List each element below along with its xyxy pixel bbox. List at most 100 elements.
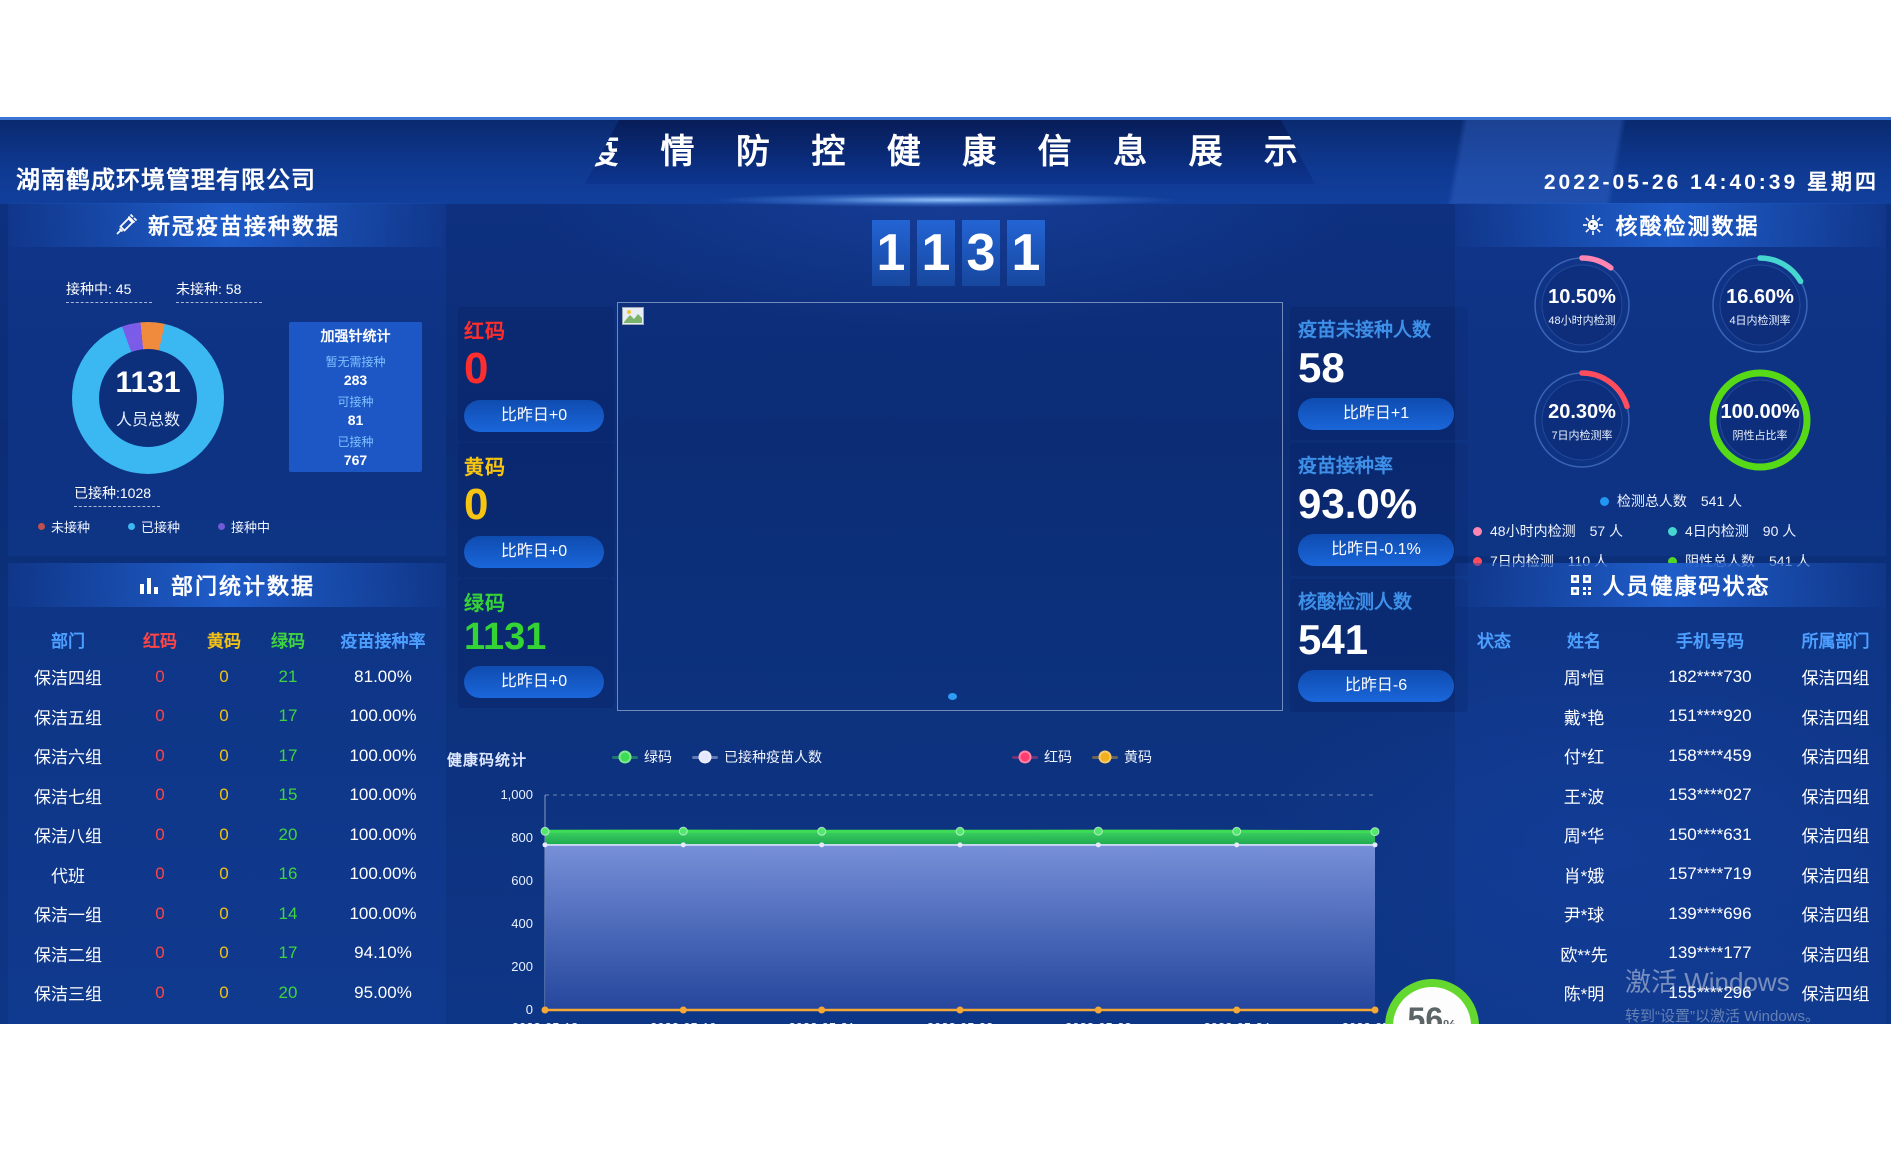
department-column-header: 疫苗接种率: [340, 631, 426, 651]
stat-card-value: 541: [1298, 616, 1369, 663]
table-cell: 0: [155, 824, 165, 844]
gauge-4: 100.00% 阴性占比率: [1705, 365, 1815, 480]
chart-legend-label: 黄码: [1124, 749, 1152, 765]
name-cell: 王*波: [1563, 787, 1605, 807]
phone-cell: 139****696: [1668, 903, 1752, 923]
booster-stats-box: 加强针统计 暂无需接种 283 可接种 81 已接种 767: [289, 322, 422, 472]
booster-item-value: 283: [343, 372, 368, 388]
legend-marker: [692, 750, 718, 764]
vaccine-legend-item: 接种中: [218, 517, 270, 536]
vaccine-legend-label: 接种中: [231, 520, 271, 535]
svg-text:2022-05-25: 2022-05-25: [1342, 1020, 1409, 1024]
legend-dot: [128, 523, 136, 530]
code-card-value: 0: [464, 344, 489, 393]
legend-dot: [218, 523, 226, 530]
donut-total: 1131: [115, 366, 181, 399]
code-card-yellow: 黄码 0 比昨日+0: [458, 443, 614, 579]
name-cell: 周*华: [1563, 827, 1605, 847]
table-row: 周*恒 182****730 保洁四组: [1455, 657, 1886, 697]
table-cell: 0: [155, 745, 165, 765]
name-cell: 付*红: [1563, 748, 1605, 768]
phone-cell: 155****296: [1668, 982, 1752, 1002]
booster-item-label: 可接种: [337, 395, 374, 409]
svg-text:0: 0: [526, 1002, 533, 1017]
stat-card-value: 93.0%: [1298, 480, 1418, 527]
name-cell: 陈*明: [1563, 985, 1605, 1005]
table-row: 保洁二组 0 0 17 94.10%: [8, 934, 446, 974]
department-column-header: 绿码: [271, 631, 305, 651]
vaccine-legend-label: 未接种: [51, 520, 91, 535]
health-code-panel-title: 人员健康码状态: [1602, 574, 1771, 599]
chart-legend-item: 黄码: [1092, 747, 1152, 767]
table-cell: 保洁二组: [34, 945, 102, 965]
table-row: 肖*娥 157****719 保洁四组: [1455, 855, 1886, 895]
nucleic-legend-label: 48小时内检测: [1490, 523, 1576, 539]
nucleic-panel-title: 核酸检测数据: [1615, 214, 1760, 239]
delta-badge: 比昨日-0.1%: [1298, 534, 1454, 567]
phone-cell: 150****011: [1635, 1022, 1785, 1024]
delta-badge: 比昨日+0: [464, 536, 604, 569]
table-cell: 保洁五组: [34, 708, 102, 728]
svg-text:400: 400: [511, 916, 533, 931]
nucleic-panel-header: 核酸检测数据: [1455, 203, 1886, 247]
table-cell: 0: [219, 666, 229, 686]
table-cell: 0: [128, 1022, 192, 1024]
table-cell: 0: [219, 864, 229, 884]
name-cell: 肖*娥: [1563, 866, 1605, 886]
phone-cell: 151****920: [1668, 706, 1752, 726]
legend-dot: [1599, 496, 1609, 506]
datetime-display: 2022-05-26 14:40:39 星期四: [1543, 171, 1879, 194]
svg-text:2022-05-22: 2022-05-22: [927, 1020, 994, 1024]
svg-text:1,000: 1,000: [500, 787, 533, 802]
booster-item-value: 767: [343, 452, 368, 468]
gauge-3: 20.30% 7日内检测率: [1527, 365, 1637, 480]
name-cell: 贺*辉: [1533, 1020, 1635, 1024]
svg-text:2022-05-23: 2022-05-23: [1065, 1020, 1132, 1024]
code-card-red: 红码 0 比昨日+0: [458, 307, 614, 443]
code-card-label: 黄码: [464, 457, 506, 479]
department-cell: 保洁四组: [1801, 985, 1870, 1005]
department-cell: 保洁四组: [1801, 787, 1870, 807]
virus-icon: [1583, 215, 1604, 235]
vaccine-panel-header: 新冠疫苗接种数据: [8, 203, 446, 247]
counter-digit: 1: [872, 220, 910, 286]
stat-card: 疫苗未接种人数 58 比昨日+1: [1290, 307, 1468, 441]
delta-badge: 比昨日+1: [1298, 398, 1454, 431]
table-cell: 20: [278, 824, 298, 844]
vaccine-legend: 未接种 已接种 接种中: [38, 517, 270, 536]
health-column-header: 所属部门: [1801, 631, 1870, 651]
table-cell: 94.10%: [354, 943, 412, 963]
svg-text:600: 600: [511, 873, 533, 888]
health-column-header: 状态: [1477, 631, 1511, 651]
stat-card-label: 核酸检测人数: [1298, 592, 1413, 613]
department-panel-title: 部门统计数据: [170, 574, 315, 599]
svg-text:7日内检测率: 7日内检测率: [1551, 428, 1612, 442]
table-cell: 0: [155, 706, 165, 726]
svg-text:4日内检测率: 4日内检测率: [1729, 313, 1790, 327]
table-cell: 100.00%: [349, 745, 417, 765]
health-code-panel: 人员健康码状态 状态 姓名 手机号码 所属部门 周*恒 182****730 保洁四组 戴*…: [1455, 563, 1886, 1024]
table-cell: 0: [155, 903, 165, 923]
health-code-panel-header: 人员健康码状态: [1455, 563, 1886, 607]
header-bar: 湖南鹤成环境管理有限公司 疫 情 防 控 健 康 信 息 展 示 系 统 202…: [0, 117, 1891, 204]
gauge-2: 16.60% 4日内检测率: [1705, 250, 1815, 365]
legend-marker: [612, 750, 638, 764]
department-cell: 保洁四组: [1801, 906, 1870, 926]
code-card-value: 0: [464, 480, 489, 529]
table-cell: 20: [278, 982, 298, 1002]
chart-legend-label: 红码: [1044, 749, 1072, 765]
phone-cell: 139****177: [1668, 943, 1752, 963]
table-cell: 100.00%: [349, 706, 417, 726]
chart-legend-item: 红码: [1012, 747, 1072, 767]
table-row: 保洁六组 0 0 17 100.00%: [8, 736, 446, 776]
legend-marker: [1092, 750, 1118, 764]
svg-text:2022-05-19: 2022-05-19: [650, 1020, 717, 1024]
table-cell: 17: [278, 706, 298, 726]
nucleic-legend-value: 541 人: [1700, 493, 1743, 509]
counter-digit: 1: [1007, 220, 1045, 286]
table-cell: 14: [278, 903, 298, 923]
qr-code-icon: [1571, 575, 1592, 595]
table-row: 保洁八组 0 0 20 100.00%: [8, 815, 446, 855]
